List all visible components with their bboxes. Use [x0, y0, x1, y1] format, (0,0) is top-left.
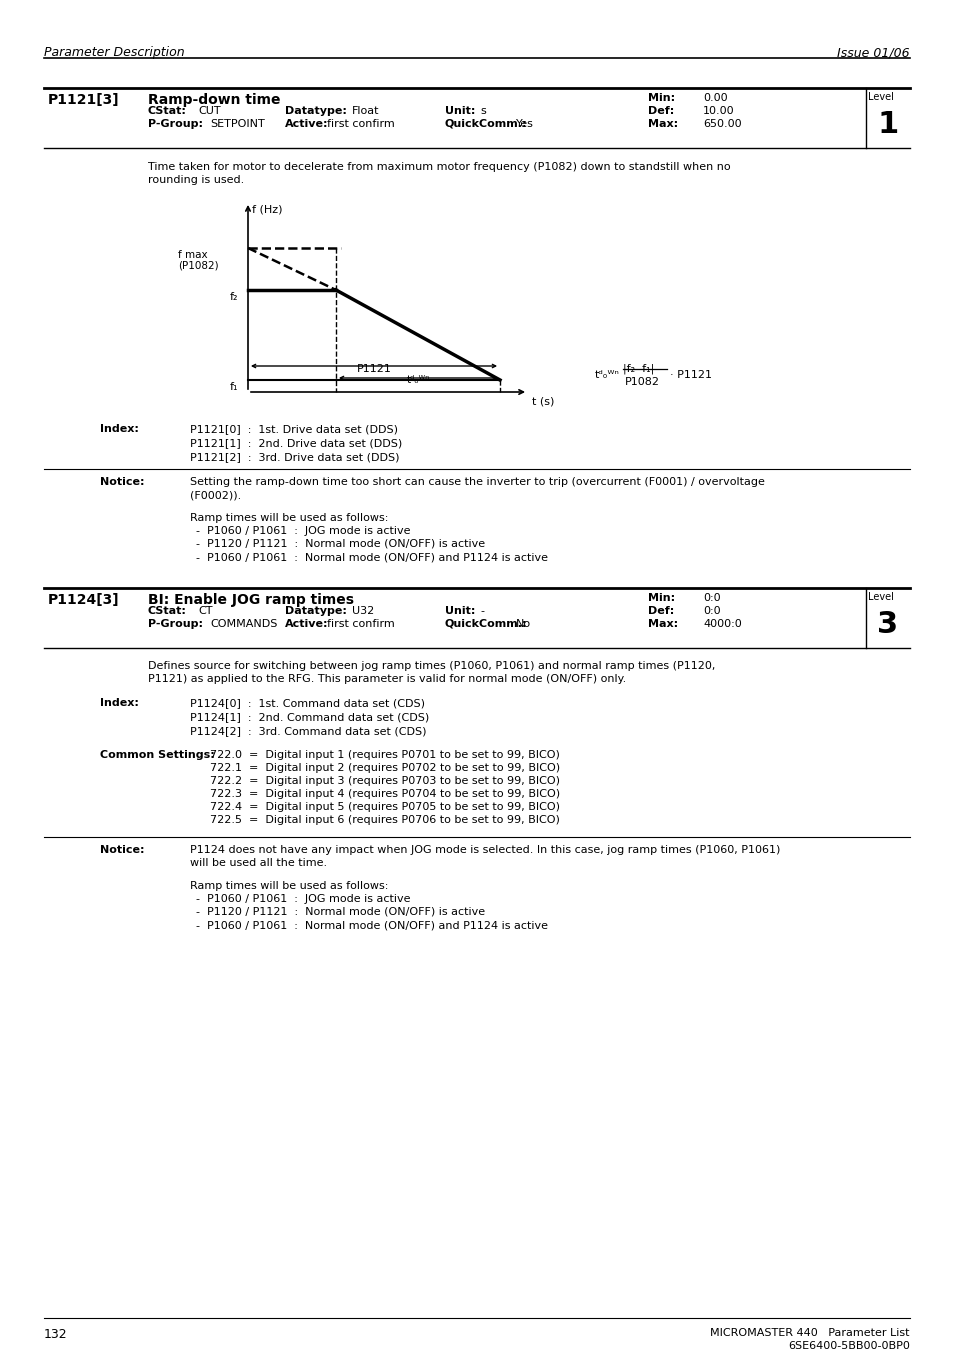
Text: Active:: Active:: [285, 119, 328, 128]
Text: f₁: f₁: [230, 382, 238, 392]
Text: Setting the ramp-down time too short can cause the inverter to trip (overcurrent: Setting the ramp-down time too short can…: [190, 477, 764, 486]
Text: QuickComm.:: QuickComm.:: [444, 119, 527, 128]
Text: first confirm: first confirm: [327, 119, 395, 128]
Text: Yes: Yes: [516, 119, 534, 128]
Text: · P1121: · P1121: [669, 370, 711, 380]
Text: Min:: Min:: [647, 93, 675, 103]
Text: Issue 01/06: Issue 01/06: [837, 46, 909, 59]
Text: 0:0: 0:0: [702, 607, 720, 616]
Text: will be used all the time.: will be used all the time.: [190, 858, 327, 867]
Text: P1124[3]: P1124[3]: [48, 593, 119, 607]
Text: -  P1060 / P1061  :  Normal mode (ON/OFF) and P1124 is active: - P1060 / P1061 : Normal mode (ON/OFF) a…: [195, 920, 547, 929]
Text: f max: f max: [178, 250, 208, 259]
Text: rounding is used.: rounding is used.: [148, 176, 244, 185]
Text: -: -: [479, 607, 483, 616]
Text: -  P1060 / P1061  :  JOG mode is active: - P1060 / P1061 : JOG mode is active: [195, 894, 410, 904]
Text: 722.3  =  Digital input 4 (requires P0704 to be set to 99, BICO): 722.3 = Digital input 4 (requires P0704 …: [210, 789, 559, 798]
Text: Notice:: Notice:: [100, 477, 144, 486]
Text: Index:: Index:: [100, 698, 139, 708]
Text: Notice:: Notice:: [100, 844, 144, 855]
Text: 722.5  =  Digital input 6 (requires P0706 to be set to 99, BICO): 722.5 = Digital input 6 (requires P0706 …: [210, 815, 559, 825]
Text: P1082: P1082: [624, 377, 659, 386]
Text: Time taken for motor to decelerate from maximum motor frequency (P1082) down to : Time taken for motor to decelerate from …: [148, 162, 730, 172]
Text: P1124[2]  :  3rd. Command data set (CDS): P1124[2] : 3rd. Command data set (CDS): [190, 725, 426, 736]
Text: CStat:: CStat:: [148, 607, 187, 616]
Text: Datatype:: Datatype:: [285, 607, 347, 616]
Text: 10.00: 10.00: [702, 105, 734, 116]
Text: CT: CT: [198, 607, 213, 616]
Text: -  P1120 / P1121  :  Normal mode (ON/OFF) is active: - P1120 / P1121 : Normal mode (ON/OFF) i…: [195, 907, 485, 917]
Text: 0:0: 0:0: [702, 593, 720, 603]
Text: 4000:0: 4000:0: [702, 619, 741, 630]
Text: P1124[1]  :  2nd. Command data set (CDS): P1124[1] : 2nd. Command data set (CDS): [190, 712, 429, 721]
Text: CStat:: CStat:: [148, 105, 187, 116]
Text: Datatype:: Datatype:: [285, 105, 347, 116]
Text: Ramp times will be used as follows:: Ramp times will be used as follows:: [190, 513, 388, 523]
Text: 722.2  =  Digital input 3 (requires P0703 to be set to 99, BICO): 722.2 = Digital input 3 (requires P0703 …: [210, 775, 559, 786]
Text: tᵈₒᵂⁿ: tᵈₒᵂⁿ: [595, 370, 619, 380]
Text: U32: U32: [352, 607, 374, 616]
Text: -  P1060 / P1061  :  Normal mode (ON/OFF) and P1124 is active: - P1060 / P1061 : Normal mode (ON/OFF) a…: [195, 553, 547, 562]
Text: 0.00: 0.00: [702, 93, 727, 103]
Text: CUT: CUT: [198, 105, 220, 116]
Text: Float: Float: [352, 105, 379, 116]
Text: P-Group:: P-Group:: [148, 119, 203, 128]
Text: P-Group:: P-Group:: [148, 619, 203, 630]
Text: Unit:: Unit:: [444, 105, 475, 116]
Text: SETPOINT: SETPOINT: [210, 119, 265, 128]
Text: 3: 3: [877, 611, 898, 639]
Text: P1121: P1121: [356, 363, 391, 374]
Text: MICROMASTER 440   Parameter List: MICROMASTER 440 Parameter List: [710, 1328, 909, 1337]
Text: P1124 does not have any impact when JOG mode is selected. In this case, jog ramp: P1124 does not have any impact when JOG …: [190, 844, 780, 855]
Text: t (s): t (s): [532, 396, 554, 407]
Text: Ramp-down time: Ramp-down time: [148, 93, 280, 107]
Text: 6SE6400-5BB00-0BP0: 6SE6400-5BB00-0BP0: [787, 1342, 909, 1351]
Text: Ramp times will be used as follows:: Ramp times will be used as follows:: [190, 881, 388, 892]
Text: -  P1120 / P1121  :  Normal mode (ON/OFF) is active: - P1120 / P1121 : Normal mode (ON/OFF) i…: [195, 539, 485, 549]
Text: Def:: Def:: [647, 105, 674, 116]
Text: BI: Enable JOG ramp times: BI: Enable JOG ramp times: [148, 593, 354, 607]
Text: f (Hz): f (Hz): [252, 204, 282, 213]
Text: P1121[2]  :  3rd. Drive data set (DDS): P1121[2] : 3rd. Drive data set (DDS): [190, 453, 399, 462]
Text: 132: 132: [44, 1328, 68, 1342]
Text: 722.1  =  Digital input 2 (requires P0702 to be set to 99, BICO): 722.1 = Digital input 2 (requires P0702 …: [210, 763, 559, 773]
Text: Parameter Description: Parameter Description: [44, 46, 185, 59]
Text: (P1082): (P1082): [178, 259, 218, 270]
Text: Level: Level: [867, 92, 893, 101]
Text: P1124[0]  :  1st. Command data set (CDS): P1124[0] : 1st. Command data set (CDS): [190, 698, 424, 708]
Text: Unit:: Unit:: [444, 607, 475, 616]
Text: 1: 1: [877, 109, 898, 139]
Text: Index:: Index:: [100, 424, 139, 434]
Text: P1121) as applied to the RFG. This parameter is valid for normal mode (ON/OFF) o: P1121) as applied to the RFG. This param…: [148, 674, 625, 684]
Text: Min:: Min:: [647, 593, 675, 603]
Text: Max:: Max:: [647, 619, 678, 630]
Text: QuickComm.:: QuickComm.:: [444, 619, 527, 630]
Text: |f₂  f₁|: |f₂ f₁|: [622, 363, 654, 374]
Text: P1121[0]  :  1st. Drive data set (DDS): P1121[0] : 1st. Drive data set (DDS): [190, 424, 397, 434]
Text: tᵈₒᵂⁿ: tᵈₒᵂⁿ: [406, 376, 429, 385]
Text: f₂: f₂: [230, 292, 238, 303]
Text: 722.4  =  Digital input 5 (requires P0705 to be set to 99, BICO): 722.4 = Digital input 5 (requires P0705 …: [210, 802, 559, 812]
Text: 722.0  =  Digital input 1 (requires P0701 to be set to 99, BICO): 722.0 = Digital input 1 (requires P0701 …: [210, 750, 559, 761]
Text: first confirm: first confirm: [327, 619, 395, 630]
Text: (F0002)).: (F0002)).: [190, 490, 241, 500]
Text: No: No: [516, 619, 531, 630]
Text: Level: Level: [867, 592, 893, 603]
Text: P1121[1]  :  2nd. Drive data set (DDS): P1121[1] : 2nd. Drive data set (DDS): [190, 438, 402, 449]
Text: s: s: [479, 105, 485, 116]
Text: P1121[3]: P1121[3]: [48, 93, 119, 107]
Text: Def:: Def:: [647, 607, 674, 616]
Text: 650.00: 650.00: [702, 119, 740, 128]
Text: Max:: Max:: [647, 119, 678, 128]
Text: Common Settings:: Common Settings:: [100, 750, 214, 761]
Text: COMMANDS: COMMANDS: [210, 619, 277, 630]
Text: Defines source for switching between jog ramp times (P1060, P1061) and normal ra: Defines source for switching between jog…: [148, 661, 715, 671]
Text: Active:: Active:: [285, 619, 328, 630]
Text: -  P1060 / P1061  :  JOG mode is active: - P1060 / P1061 : JOG mode is active: [195, 526, 410, 536]
